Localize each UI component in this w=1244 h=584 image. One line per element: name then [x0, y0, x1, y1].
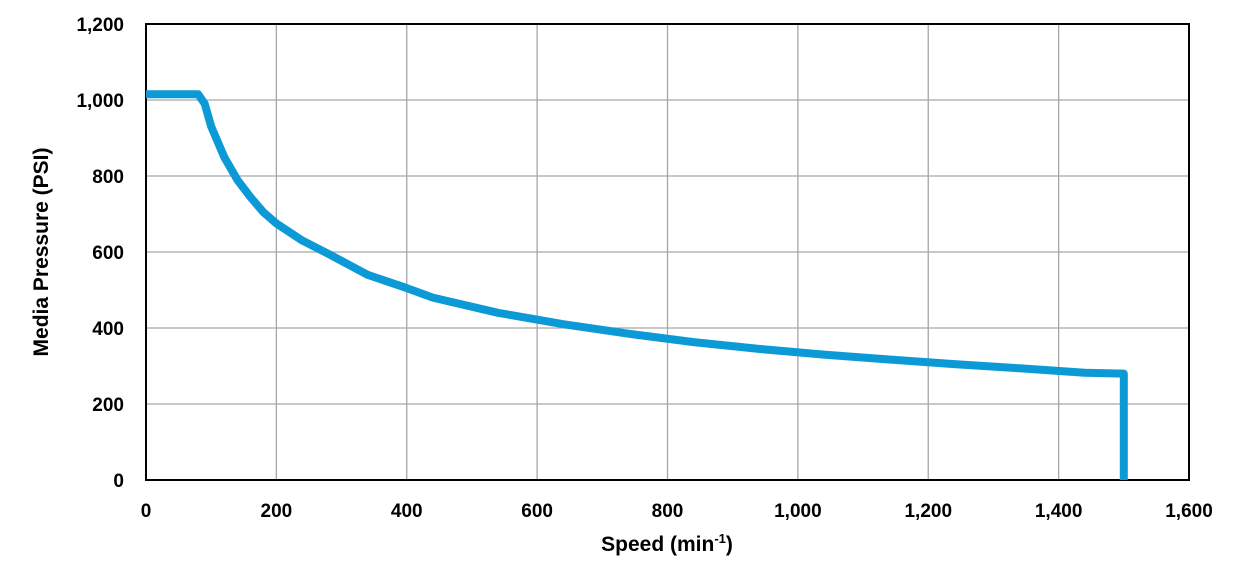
- tick-labels: 0 200 400 600 800 1,000 1,200 1,400 1,600 0 200 400…: [76, 15, 1212, 522]
- x-tick-label: 200: [261, 501, 293, 522]
- x-tick-label: 400: [391, 501, 423, 522]
- y-tick-label: 1,200: [76, 15, 124, 36]
- series-line: [146, 90, 1128, 480]
- x-axis-title-end: ): [726, 533, 733, 556]
- series-layer: [146, 90, 1128, 480]
- grid-lines: [146, 24, 1189, 480]
- y-tick-label: 0: [113, 471, 124, 492]
- y-tick-label: 600: [92, 243, 124, 264]
- x-axis-title-main: Speed (min: [601, 533, 714, 556]
- x-tick-label: 0: [141, 501, 152, 522]
- x-tick-label: 600: [521, 501, 553, 522]
- y-axis-title: Media Pressure (PSI): [30, 148, 53, 357]
- x-tick-label: 1,400: [1035, 501, 1083, 522]
- x-tick-label: 1,200: [904, 501, 952, 522]
- x-tick-label: 800: [652, 501, 684, 522]
- x-tick-label: 1,000: [774, 501, 822, 522]
- x-tick-label: 1,600: [1165, 501, 1213, 522]
- plot-frame: [145, 23, 1190, 481]
- x-axis-title-superscript: -1: [714, 531, 726, 546]
- y-tick-label: 1,000: [76, 91, 124, 112]
- y-tick-label: 800: [92, 167, 124, 188]
- y-tick-label: 400: [92, 319, 124, 340]
- y-tick-label: 200: [92, 395, 124, 416]
- x-axis-title: Speed (min-1): [601, 531, 733, 556]
